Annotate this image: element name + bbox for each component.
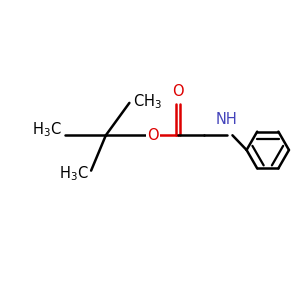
Text: O: O [147, 128, 159, 143]
Text: O: O [172, 84, 184, 99]
Text: H$_3$C: H$_3$C [58, 165, 88, 184]
Text: NH: NH [216, 112, 237, 127]
Text: H$_3$C: H$_3$C [32, 120, 62, 139]
Text: CH$_3$: CH$_3$ [133, 92, 162, 111]
